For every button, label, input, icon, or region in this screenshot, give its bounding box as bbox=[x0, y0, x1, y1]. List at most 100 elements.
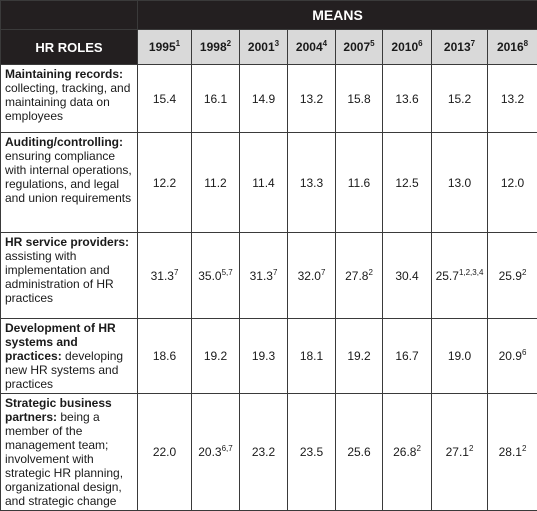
mean-value: 11.2 bbox=[204, 176, 226, 190]
mean-cell: 25.92 bbox=[488, 233, 537, 319]
year-footnote: 4 bbox=[323, 39, 327, 48]
mean-cell: 32.07 bbox=[288, 233, 336, 319]
means-header: MEANS bbox=[138, 1, 537, 30]
mean-cell: 18.6 bbox=[138, 319, 192, 394]
role-cell: Auditing/controlling: ensuring complianc… bbox=[1, 133, 138, 233]
mean-value: 16.1 bbox=[204, 92, 227, 106]
mean-value: 15.4 bbox=[153, 92, 176, 106]
mean-value: 13.2 bbox=[501, 92, 524, 106]
mean-footnote: 6 bbox=[522, 348, 526, 357]
means-header-row: MEANS bbox=[1, 1, 537, 30]
mean-cell: 18.1 bbox=[288, 319, 336, 394]
mean-cell: 28.12 bbox=[488, 394, 537, 511]
mean-cell: 11.2 bbox=[192, 133, 240, 233]
role-description: assisting with implementation and admini… bbox=[5, 249, 114, 305]
mean-value: 11.6 bbox=[348, 176, 370, 190]
mean-cell: 14.9 bbox=[240, 65, 288, 133]
year-header: 19982 bbox=[192, 30, 240, 65]
mean-footnote: 7 bbox=[174, 268, 178, 277]
mean-cell: 35.05,7 bbox=[192, 233, 240, 319]
mean-cell: 27.12 bbox=[432, 394, 488, 511]
role-description: being a member of the management team; i… bbox=[5, 410, 123, 508]
hr-roles-header: HR ROLES bbox=[1, 30, 138, 65]
mean-cell: 13.0 bbox=[432, 133, 488, 233]
role-title: HR service providers: bbox=[5, 235, 129, 249]
year-label: 2001 bbox=[248, 40, 275, 54]
mean-value: 32.0 bbox=[298, 269, 321, 283]
role-cell: Maintaining records: collecting, trackin… bbox=[1, 65, 138, 133]
year-label: 2013 bbox=[444, 40, 471, 54]
mean-value: 12.5 bbox=[395, 176, 418, 190]
year-label: 2007 bbox=[343, 40, 370, 54]
role-cell: HR service providers: assisting with imp… bbox=[1, 233, 138, 319]
year-footnote: 3 bbox=[275, 39, 279, 48]
mean-value: 26.8 bbox=[393, 445, 416, 459]
mean-cell: 27.82 bbox=[336, 233, 383, 319]
year-header: 19951 bbox=[138, 30, 192, 65]
mean-cell: 31.37 bbox=[138, 233, 192, 319]
mean-value: 19.3 bbox=[252, 349, 275, 363]
mean-value: 13.3 bbox=[300, 176, 323, 190]
role-cell: Development of HR systems and practices:… bbox=[1, 319, 138, 394]
mean-value: 25.9 bbox=[499, 269, 522, 283]
corner-cell bbox=[1, 1, 138, 30]
mean-value: 31.3 bbox=[151, 269, 174, 283]
mean-value: 27.1 bbox=[446, 445, 469, 459]
table-row: Maintaining records: collecting, trackin… bbox=[1, 65, 537, 133]
mean-value: 20.3 bbox=[198, 445, 221, 459]
mean-cell: 13.2 bbox=[288, 65, 336, 133]
role-description: collecting, tracking, and maintaining da… bbox=[5, 81, 130, 123]
mean-cell: 19.0 bbox=[432, 319, 488, 394]
year-header: 20137 bbox=[432, 30, 488, 65]
mean-cell: 15.4 bbox=[138, 65, 192, 133]
year-label: 1995 bbox=[149, 40, 176, 54]
mean-cell: 25.6 bbox=[336, 394, 383, 511]
year-label: 2010 bbox=[391, 40, 418, 54]
mean-value: 20.9 bbox=[499, 349, 522, 363]
mean-cell: 31.37 bbox=[240, 233, 288, 319]
mean-cell: 15.8 bbox=[336, 65, 383, 133]
table-row: Auditing/controlling: ensuring complianc… bbox=[1, 133, 537, 233]
mean-value: 27.8 bbox=[345, 269, 368, 283]
mean-cell: 16.7 bbox=[383, 319, 432, 394]
mean-footnote: 7 bbox=[273, 268, 277, 277]
mean-cell: 13.6 bbox=[383, 65, 432, 133]
mean-value: 35.0 bbox=[198, 269, 221, 283]
mean-value: 28.1 bbox=[499, 445, 522, 459]
mean-cell: 12.2 bbox=[138, 133, 192, 233]
year-header: 20075 bbox=[336, 30, 383, 65]
mean-value: 13.2 bbox=[300, 92, 323, 106]
year-footnote: 8 bbox=[524, 39, 528, 48]
mean-value: 19.2 bbox=[347, 349, 370, 363]
mean-footnote: 2 bbox=[522, 444, 526, 453]
mean-value: 12.0 bbox=[501, 176, 524, 190]
mean-cell: 13.3 bbox=[288, 133, 336, 233]
mean-value: 25.6 bbox=[347, 445, 370, 459]
mean-value: 19.2 bbox=[204, 349, 227, 363]
mean-cell: 12.0 bbox=[488, 133, 537, 233]
mean-cell: 15.2 bbox=[432, 65, 488, 133]
mean-cell: 11.6 bbox=[336, 133, 383, 233]
year-footnote: 6 bbox=[418, 39, 422, 48]
mean-value: 31.3 bbox=[250, 269, 273, 283]
mean-cell: 11.4 bbox=[240, 133, 288, 233]
role-description: ensuring compliance with internal operat… bbox=[5, 149, 132, 205]
mean-cell: 12.5 bbox=[383, 133, 432, 233]
mean-value: 23.5 bbox=[300, 445, 323, 459]
mean-cell: 25.71,2,3,4 bbox=[432, 233, 488, 319]
role-title: Auditing/controlling: bbox=[5, 135, 123, 149]
year-header: 20168 bbox=[488, 30, 537, 65]
mean-footnote: 2 bbox=[522, 268, 526, 277]
mean-value: 18.6 bbox=[153, 349, 176, 363]
year-footnote: 5 bbox=[370, 39, 374, 48]
year-label: 1998 bbox=[200, 40, 227, 54]
mean-cell: 22.0 bbox=[138, 394, 192, 511]
mean-footnote: 2 bbox=[368, 268, 372, 277]
mean-value: 15.8 bbox=[347, 92, 370, 106]
table-row: Strategic business partners: being a mem… bbox=[1, 394, 537, 511]
mean-footnote: 6,7 bbox=[222, 444, 233, 453]
mean-cell: 19.2 bbox=[192, 319, 240, 394]
mean-footnote: 1,2,3,4 bbox=[459, 268, 483, 277]
mean-cell: 16.1 bbox=[192, 65, 240, 133]
